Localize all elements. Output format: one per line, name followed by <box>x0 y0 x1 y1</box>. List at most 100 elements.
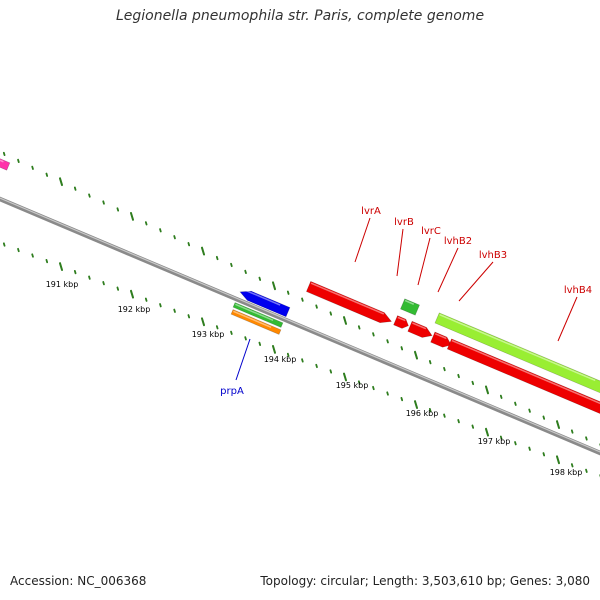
tick-lower <box>542 452 546 457</box>
tick-lower <box>400 396 404 402</box>
scale-label: 193 kbp <box>192 330 225 339</box>
tick-lower <box>315 363 318 369</box>
gene-orange-strip-shape <box>230 309 282 335</box>
tick-lower <box>570 463 574 468</box>
tick-upper <box>200 246 206 256</box>
tick-upper <box>286 290 290 295</box>
tick-lower <box>301 358 304 363</box>
tick-lower <box>215 325 219 330</box>
tick-upper <box>542 415 546 420</box>
gene-lvhB4 <box>434 312 600 394</box>
gene-prpA <box>239 288 291 318</box>
tick-lower <box>116 286 120 291</box>
tick-lower <box>187 314 191 319</box>
tick-upper <box>528 408 531 413</box>
tick-lower <box>428 408 432 413</box>
tick-lower <box>555 455 561 465</box>
tick-lower <box>342 372 348 382</box>
gene-label-lvhB3: lvhB3 <box>479 250 507 261</box>
gene-prpA-shine <box>242 288 281 306</box>
tick-upper <box>457 373 460 379</box>
tick-lower <box>471 424 475 429</box>
scale-label: 195 kbp <box>336 381 369 390</box>
tick-upper <box>244 269 247 275</box>
gene-lvhB3-head <box>430 331 452 348</box>
tick-upper <box>484 385 490 395</box>
gene-label-lvrB: lvrB <box>394 217 414 228</box>
tick-lower <box>173 308 176 313</box>
tick-upper <box>329 311 333 316</box>
gene-lvhB3 <box>446 338 600 418</box>
tick-upper <box>499 394 503 399</box>
scale-ticks <box>2 151 600 478</box>
tick-lower <box>45 258 49 264</box>
tick-upper <box>585 436 588 441</box>
tick-upper <box>555 420 561 429</box>
scale-label: 198 kbp <box>550 468 583 477</box>
gene-lvrC-shape <box>400 298 420 316</box>
tick-lower <box>457 419 460 424</box>
gene-lvhB3-shine <box>451 339 600 406</box>
gene-label-lvhB2: lvhB2 <box>444 236 472 247</box>
genome-summary: Topology: circular; Length: 3,503,610 bp… <box>260 574 590 588</box>
gene-features <box>0 155 600 418</box>
scale-label: 192 kbp <box>118 305 151 314</box>
leader-lvhB2 <box>437 247 459 293</box>
tick-upper <box>230 262 233 268</box>
gene-green-strip <box>232 302 284 328</box>
leader-lvhB4 <box>557 296 578 342</box>
gene-lvhB2-shape <box>407 320 433 338</box>
tick-lower <box>230 330 233 335</box>
leader-lvrA <box>354 217 371 263</box>
leader-lvrC <box>417 237 431 286</box>
tick-upper <box>471 380 475 386</box>
gene-edge-magenta <box>0 155 11 171</box>
tick-lower <box>329 369 333 374</box>
tick-lower <box>585 468 588 473</box>
tick-upper <box>386 339 389 344</box>
tick-upper <box>258 276 262 281</box>
tick-upper <box>301 297 304 302</box>
gene-lvrC <box>400 298 420 316</box>
backbone-highlight <box>0 197 600 453</box>
tick-lower <box>129 289 135 299</box>
tick-lower <box>244 336 247 341</box>
tick-upper <box>413 350 419 360</box>
tick-upper <box>400 346 404 351</box>
gene-label-prpA: prpA <box>220 386 244 397</box>
gene-lvhB3-head-shape <box>430 331 452 348</box>
tick-upper <box>372 332 375 337</box>
tick-upper <box>102 200 105 205</box>
tick-upper <box>173 235 176 240</box>
tick-lower <box>357 380 361 385</box>
scale-label: 197 kbp <box>478 437 511 446</box>
gene-label-lvhB4: lvhB4 <box>564 285 592 296</box>
tick-upper <box>315 304 318 309</box>
tick-lower <box>286 352 290 358</box>
tick-lower <box>271 344 277 354</box>
map-title: Legionella pneumophila str. Paris, compl… <box>115 8 485 24</box>
tick-upper <box>159 228 162 233</box>
tick-upper <box>17 158 20 163</box>
gene-lvrA <box>306 281 393 324</box>
tick-lower <box>499 435 503 440</box>
gene-lvrA-shine <box>310 282 385 315</box>
gene-lvhB2-shine <box>412 322 427 330</box>
tick-lower <box>443 413 446 418</box>
tick-upper <box>443 366 446 372</box>
tick-lower <box>200 317 206 327</box>
gene-edge-magenta-shine <box>0 156 4 163</box>
gene-green-strip-shine <box>235 303 274 322</box>
gene-edge-magenta-shape <box>0 155 11 171</box>
tick-upper <box>144 221 148 226</box>
gene-lvhB4-shape <box>434 312 600 394</box>
gene-lvrB <box>393 315 409 329</box>
tick-lower <box>144 297 148 302</box>
tick-upper <box>58 177 64 187</box>
leader-prpA <box>235 338 251 381</box>
tick-lower <box>528 446 531 451</box>
tick-lower <box>17 247 20 253</box>
tick-lower <box>372 385 375 391</box>
